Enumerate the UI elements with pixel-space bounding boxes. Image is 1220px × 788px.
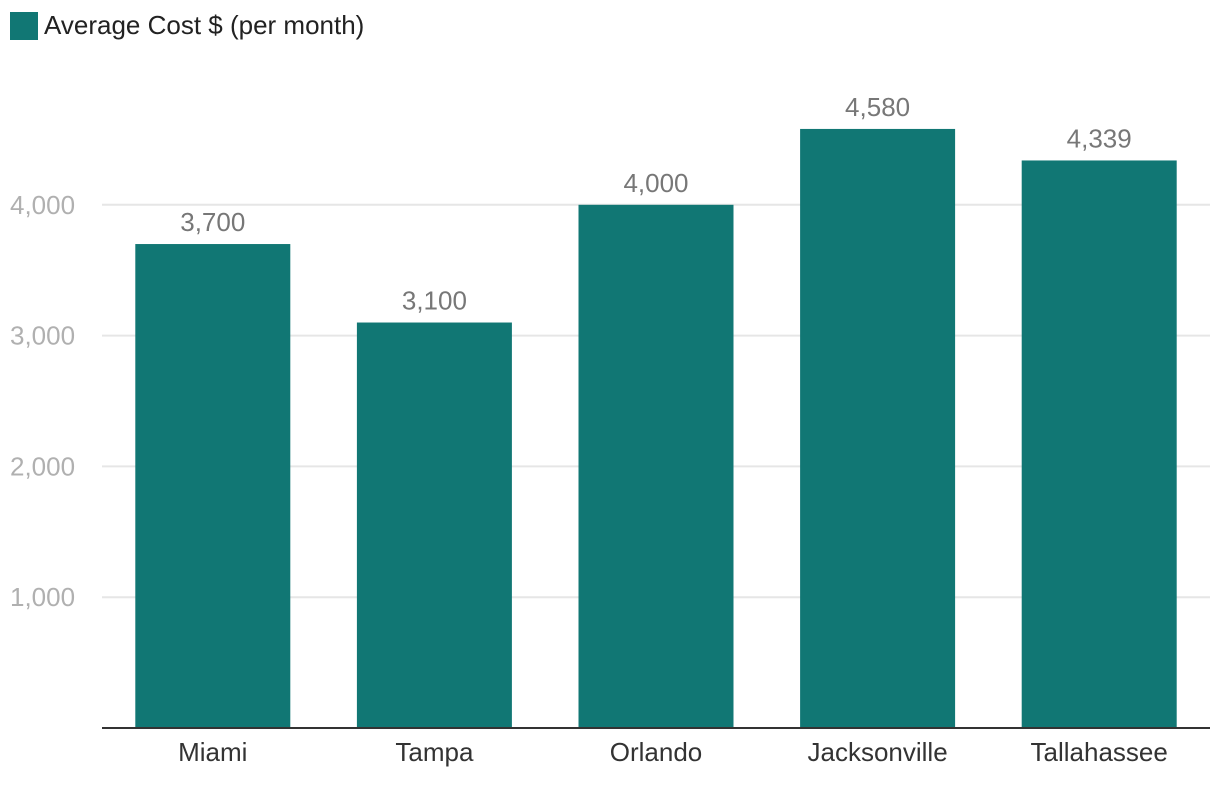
bars — [135, 128, 1177, 729]
x-category-label: Tampa — [395, 737, 474, 767]
x-category-label: Miami — [178, 737, 247, 767]
legend-label: Average Cost $ (per month) — [44, 10, 365, 40]
bar — [356, 322, 512, 728]
bar-value-label: 4,339 — [1067, 123, 1132, 153]
x-category-label: Jacksonville — [808, 737, 948, 767]
bar — [800, 128, 956, 728]
bar-value-label: 3,100 — [402, 286, 467, 316]
y-tick-label: 2,000 — [10, 451, 75, 481]
bar-value-label: 4,000 — [623, 168, 688, 198]
x-axis-categories: Miami Tampa Orlando Jacksonville Tallahassee — [178, 737, 1168, 767]
x-category-label: Orlando — [610, 737, 703, 767]
y-tick-label: 3,000 — [10, 321, 75, 351]
bar-value-label: 4,580 — [845, 92, 910, 122]
bar-value-label: 3,700 — [180, 207, 245, 237]
y-tick-label: 4,000 — [10, 190, 75, 220]
value-labels: 3,700 3,100 4,000 4,580 4,339 — [180, 92, 1131, 316]
bar — [135, 244, 291, 729]
legend-swatch — [10, 11, 38, 40]
chart-legend: Average Cost $ (per month) — [10, 10, 364, 41]
y-axis-ticks: 1,000 2,000 3,000 4,000 — [10, 190, 75, 612]
x-category-label: Tallahassee — [1031, 737, 1168, 767]
bar — [578, 204, 734, 729]
bar — [1021, 160, 1177, 728]
y-tick-label: 1,000 — [10, 582, 75, 612]
